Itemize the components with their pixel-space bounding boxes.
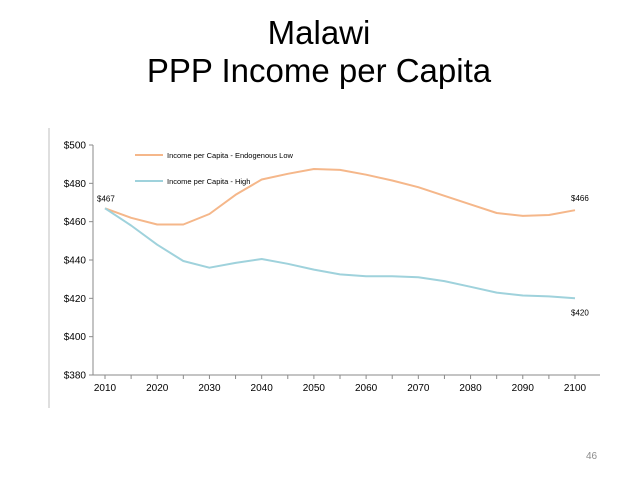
title-line-1: Malawi <box>267 14 371 51</box>
series-line-high <box>104 207 576 300</box>
x-tick-label: 2060 <box>355 383 378 394</box>
page-number: 46 <box>586 451 598 462</box>
x-tick-label: 2020 <box>146 383 169 394</box>
y-tick-label: $420 <box>64 294 87 305</box>
y-tick-label: $380 <box>64 371 87 382</box>
data-label: $466 <box>571 194 589 203</box>
slide-title: Malawi PPP Income per Capita <box>0 14 638 90</box>
data-label: $420 <box>571 308 589 317</box>
y-tick-label: $500 <box>64 141 87 152</box>
x-tick-label: 2030 <box>198 383 221 394</box>
x-tick-label: 2050 <box>303 383 326 394</box>
y-tick-label: $400 <box>64 332 87 343</box>
legend-label: Income per Capita - High <box>167 177 250 186</box>
y-tick-label: $460 <box>64 217 87 228</box>
y-tick-label: $480 <box>64 179 87 190</box>
x-tick-label: 2070 <box>407 383 430 394</box>
data-label: $467 <box>97 194 115 203</box>
x-tick-label: 2090 <box>512 383 535 394</box>
title-line-2: PPP Income per Capita <box>146 52 492 89</box>
y-tick-label: $440 <box>64 256 87 267</box>
x-tick-label: 2010 <box>94 383 117 394</box>
x-tick-label: 2100 <box>564 383 587 394</box>
x-tick-label: 2040 <box>251 383 274 394</box>
x-tick-label: 2080 <box>459 383 482 394</box>
series-line-endogenous-low <box>104 168 576 226</box>
legend-label: Income per Capita - Endogenous Low <box>167 151 293 160</box>
